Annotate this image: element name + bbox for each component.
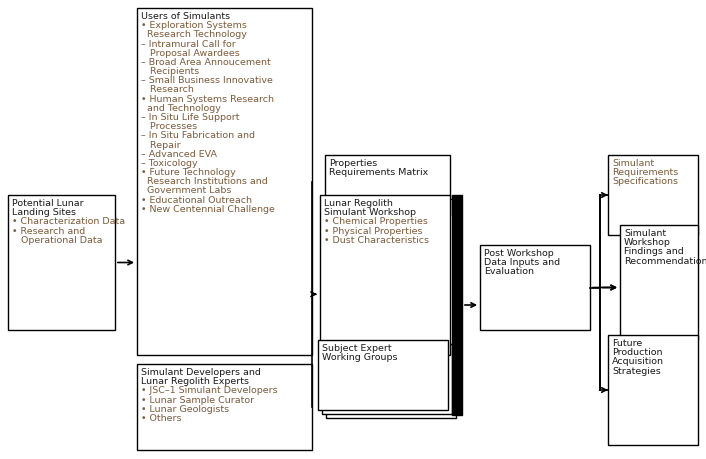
Text: Landing Sites: Landing Sites — [12, 208, 76, 217]
Text: Production: Production — [612, 348, 662, 357]
Text: Subject Expert: Subject Expert — [322, 344, 392, 353]
Text: Operational Data: Operational Data — [12, 236, 102, 245]
Text: Processes: Processes — [141, 122, 197, 131]
Text: Specifications: Specifications — [612, 177, 678, 186]
Text: Strategies: Strategies — [612, 367, 661, 375]
Text: • Educational Outreach: • Educational Outreach — [141, 196, 252, 205]
Text: Findings and: Findings and — [624, 247, 683, 257]
Text: • Future Technology: • Future Technology — [141, 168, 236, 177]
Text: Proposal Awardees: Proposal Awardees — [141, 49, 240, 58]
Bar — [324, 199, 454, 359]
Bar — [318, 340, 448, 410]
Text: Users of Simulants: Users of Simulants — [141, 12, 230, 21]
Text: – In Situ Fabrication and: – In Situ Fabrication and — [141, 131, 255, 140]
Text: • Others: • Others — [141, 414, 181, 423]
Bar — [608, 335, 698, 445]
Bar — [325, 155, 450, 215]
Text: • Human Systems Research: • Human Systems Research — [141, 95, 274, 104]
Text: Working Groups: Working Groups — [322, 353, 397, 362]
Text: Simulant: Simulant — [624, 229, 666, 238]
Text: Acquisition: Acquisition — [612, 358, 664, 366]
Bar — [137, 364, 312, 450]
Text: Research: Research — [141, 85, 194, 95]
Text: • Lunar Geologists: • Lunar Geologists — [141, 405, 229, 414]
Text: Recommendations: Recommendations — [624, 257, 706, 266]
Bar — [328, 203, 458, 363]
Text: Simulant: Simulant — [612, 159, 654, 168]
Text: – Broad Area Annoucement: – Broad Area Annoucement — [141, 58, 270, 67]
Bar — [322, 344, 452, 414]
Bar — [452, 195, 462, 415]
Text: – Toxicology: – Toxicology — [141, 159, 198, 168]
Text: • Research and: • Research and — [12, 227, 85, 235]
Text: – Advanced EVA: – Advanced EVA — [141, 150, 217, 159]
Text: Lunar Regolith Experts: Lunar Regolith Experts — [141, 377, 249, 386]
Text: Future: Future — [612, 339, 642, 348]
Text: Workshop: Workshop — [624, 238, 671, 247]
Text: Simulant Workshop: Simulant Workshop — [324, 208, 416, 217]
Text: • Chemical Properties: • Chemical Properties — [324, 218, 428, 226]
Text: • Characterization Data: • Characterization Data — [12, 218, 125, 226]
Text: Potential Lunar: Potential Lunar — [12, 199, 83, 208]
Text: Lunar Regolith: Lunar Regolith — [324, 199, 393, 208]
Bar — [480, 245, 590, 330]
Text: Research Technology: Research Technology — [141, 30, 247, 39]
Text: • JSC–1 Simulant Developers: • JSC–1 Simulant Developers — [141, 386, 277, 395]
Bar — [326, 348, 456, 418]
Text: – Small Business Innovative: – Small Business Innovative — [141, 76, 273, 85]
Text: • Dust Characteristics: • Dust Characteristics — [324, 236, 429, 245]
Bar — [608, 155, 698, 235]
Text: Post Workshop: Post Workshop — [484, 249, 554, 258]
Text: Recipients: Recipients — [141, 67, 199, 76]
Text: Repair: Repair — [141, 140, 181, 150]
Text: Government Labs: Government Labs — [141, 186, 232, 196]
Text: and Technology: and Technology — [141, 104, 221, 113]
Text: • Exploration Systems: • Exploration Systems — [141, 21, 247, 30]
Text: • Physical Properties: • Physical Properties — [324, 227, 422, 235]
Text: Requirements: Requirements — [612, 168, 678, 177]
Bar — [320, 195, 450, 355]
Bar — [137, 8, 312, 355]
Text: Simulant Developers and: Simulant Developers and — [141, 368, 261, 377]
Text: Requirements Matrix: Requirements Matrix — [329, 168, 429, 177]
Text: Evaluation: Evaluation — [484, 267, 534, 276]
Text: – Intramural Call for: – Intramural Call for — [141, 39, 236, 49]
Text: Research Institutions and: Research Institutions and — [141, 177, 268, 186]
Bar — [620, 225, 698, 340]
Text: • Lunar Sample Curator: • Lunar Sample Curator — [141, 396, 254, 404]
Text: Data Inputs and: Data Inputs and — [484, 258, 560, 267]
Bar — [8, 195, 115, 330]
Text: Properties: Properties — [329, 159, 377, 168]
Text: • New Centennial Challenge: • New Centennial Challenge — [141, 205, 275, 214]
Text: – In Situ Life Support: – In Situ Life Support — [141, 113, 239, 122]
